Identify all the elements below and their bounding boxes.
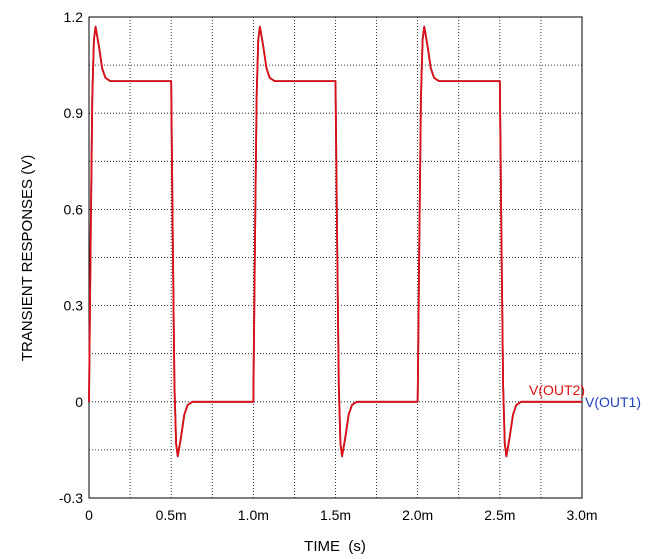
x-tick-label: 0	[85, 507, 93, 523]
y-tick-label: 0.9	[64, 105, 84, 121]
y-tick-label: -0.3	[59, 490, 83, 506]
tick-labels: 0 0.5m 1.0m 1.5m 2.0m 2.5m 3.0m-0.300.30.60.91…	[59, 9, 598, 523]
x-tick-label: 3.0m	[566, 507, 597, 523]
x-tick-label: 0.5m	[156, 507, 187, 523]
y-tick-label: 0.3	[64, 298, 84, 314]
plot-area-frame	[88, 16, 583, 499]
series-label-out1: V(OUT1)	[585, 394, 641, 410]
x-tick-label: 2.0m	[402, 507, 433, 523]
y-tick-label: 0	[75, 394, 83, 410]
y-tick-label: 1.2	[64, 9, 84, 25]
series-line-v-out2	[88, 25, 582, 458]
x-tick-label: 2.5m	[484, 507, 515, 523]
x-axis-title: TIME (s)	[304, 538, 366, 555]
series-lines	[88, 25, 582, 458]
y-tick-label: 0.6	[64, 201, 84, 217]
y-axis-title: TRANSIENT RESPONSES (V)	[19, 155, 36, 361]
x-tick-label: 1.0m	[238, 507, 269, 523]
series-label-out2: V(OUT2)	[529, 382, 585, 398]
x-tick-label: 1.5m	[320, 507, 351, 523]
